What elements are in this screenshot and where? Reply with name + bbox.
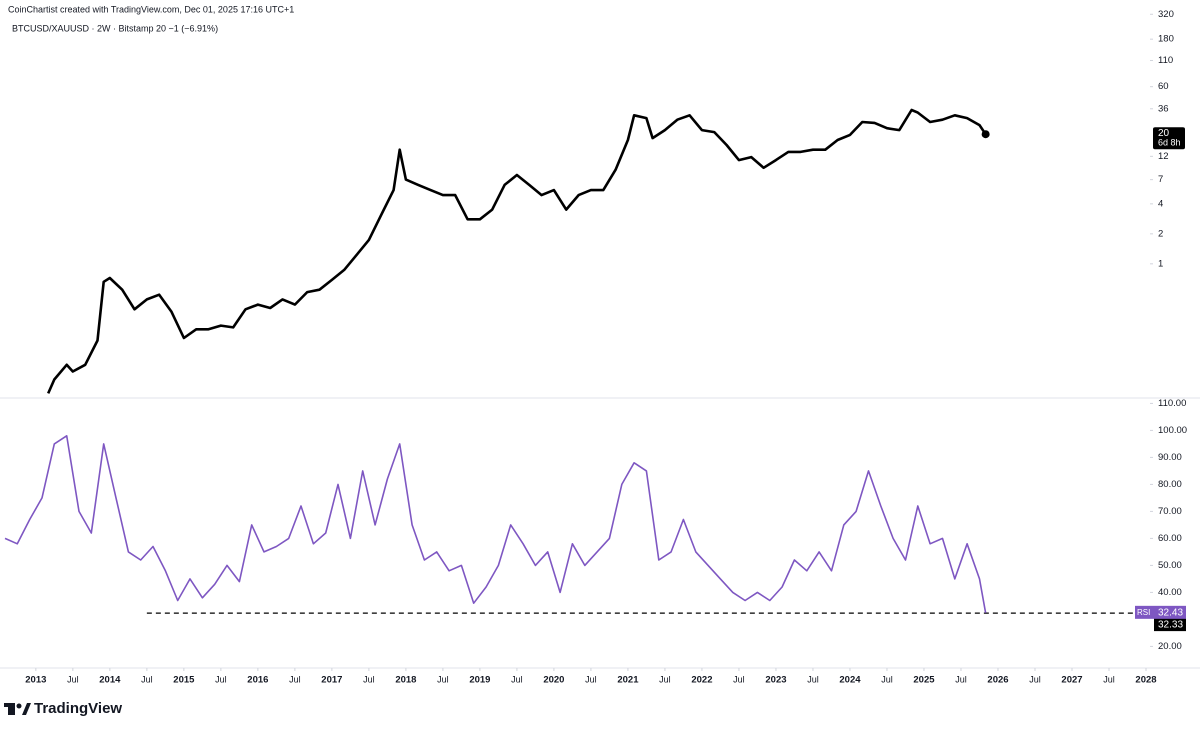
logo-icon xyxy=(4,703,31,715)
symbol-info: BTCUSD/XAUUSD · 2W · Bitstamp 20 −1 (−6.… xyxy=(12,23,218,33)
rsi-level-box xyxy=(1154,618,1186,632)
x-tick-label: 2027 xyxy=(1061,675,1082,686)
y-tick-label: 50.00 xyxy=(1158,560,1182,571)
y-tick-label: 100.00 xyxy=(1158,425,1187,436)
x-tick-label: Jul xyxy=(659,674,671,684)
x-tick-label: 2014 xyxy=(99,675,121,686)
rsi-level-label: 32.33 xyxy=(1158,620,1183,631)
x-tick-label: Jul xyxy=(511,674,523,684)
x-tick-label: Jul xyxy=(955,674,967,684)
x-tick-label: Jul xyxy=(585,674,597,684)
x-tick-label: 2022 xyxy=(691,675,712,686)
x-tick-label: 2015 xyxy=(173,675,195,686)
credit: CoinChartist created with TradingView.co… xyxy=(8,4,294,14)
x-tick-label: 2028 xyxy=(1135,675,1156,686)
x-tick-label: 2024 xyxy=(839,675,861,686)
y-tick-label: 20.00 xyxy=(1158,641,1182,652)
x-tick-label: Jul xyxy=(437,674,449,684)
x-tick-label: 2019 xyxy=(469,675,490,686)
y-tick-label: 60.00 xyxy=(1158,533,1182,544)
x-tick-label: 2026 xyxy=(987,675,1008,686)
x-tick-label: Jul xyxy=(733,674,745,684)
last-point xyxy=(981,130,990,139)
x-tick-label: Jul xyxy=(1029,674,1041,684)
x-tick-label: 2023 xyxy=(765,675,786,686)
y-tick-label: 36 xyxy=(1158,103,1169,114)
y-tick-label: 40.00 xyxy=(1158,587,1182,598)
y-tick-label: 80.00 xyxy=(1158,479,1182,490)
x-tick-label: 2016 xyxy=(247,675,268,686)
y-tick-label: 320 xyxy=(1158,9,1174,20)
rsi-name-box xyxy=(1135,605,1154,619)
x-tick-label: Jul xyxy=(1103,674,1115,684)
rsi-value-box xyxy=(1154,605,1186,619)
x-tick-label: Jul xyxy=(807,674,819,684)
x-tick-label: Jul xyxy=(215,674,227,684)
x-tick-label: Jul xyxy=(67,674,79,684)
x-tick-label: Jul xyxy=(363,674,375,684)
rsi-name-label: RSI xyxy=(1137,608,1150,617)
x-tick-label: 2021 xyxy=(617,675,639,686)
x-tick-label: 2025 xyxy=(913,675,935,686)
y-tick-label: 180 xyxy=(1158,34,1174,45)
x-tick-label: 2018 xyxy=(395,675,416,686)
rsi-line xyxy=(4,435,987,613)
logo-text: TradingView xyxy=(34,700,122,717)
x-tick-label: Jul xyxy=(141,674,153,684)
countdown-label: 6d 8h xyxy=(1158,138,1181,148)
price-line xyxy=(47,108,987,394)
y-tick-label: 110 xyxy=(1158,55,1173,66)
y-tick-label: 7 xyxy=(1158,174,1163,185)
y-tick-label: 1 xyxy=(1158,258,1163,269)
last-price-label: 20 xyxy=(1158,128,1170,139)
x-tick-label: 2017 xyxy=(321,675,342,686)
y-tick-label: 90.00 xyxy=(1158,452,1182,463)
y-tick-label: 70.00 xyxy=(1158,506,1182,517)
x-tick-label: 2020 xyxy=(543,675,564,686)
x-tick-label: 2013 xyxy=(25,675,46,686)
last-price-box xyxy=(1153,127,1185,150)
x-tick-label: Jul xyxy=(289,674,301,684)
y-tick-label: 110.00 xyxy=(1158,398,1186,409)
x-tick-label: Jul xyxy=(881,674,893,684)
rsi-value-label: 32.43 xyxy=(1158,607,1183,618)
y-tick-label: 2 xyxy=(1158,228,1163,239)
y-tick-label: 12 xyxy=(1158,151,1169,162)
y-tick-label: 60 xyxy=(1158,81,1169,92)
y-tick-label: 4 xyxy=(1158,198,1163,209)
